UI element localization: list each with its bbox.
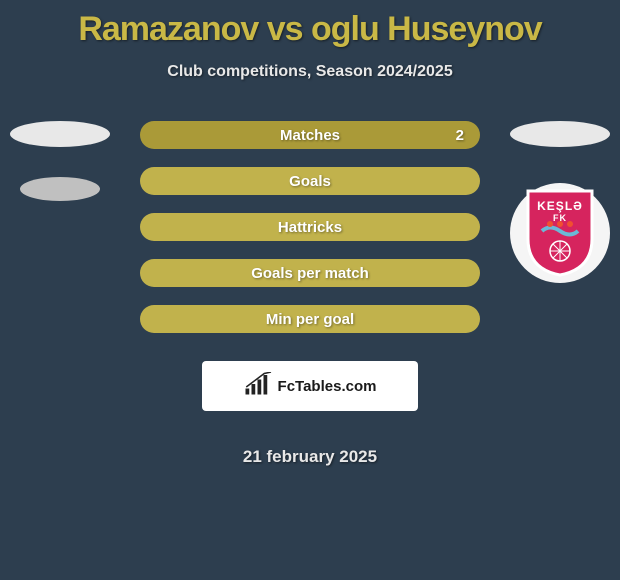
stat-value: 2 bbox=[456, 127, 464, 144]
stat-bar-matches: Matches 2 bbox=[140, 121, 480, 149]
page-title: Ramazanov vs oglu Huseynov bbox=[78, 10, 541, 49]
kesla-shield-icon: KEŞLƏ FK bbox=[522, 189, 598, 277]
season-subtitle: Club competitions, Season 2024/2025 bbox=[167, 63, 452, 81]
fctables-logo-icon bbox=[244, 372, 274, 401]
stat-label: Hattricks bbox=[278, 219, 342, 236]
stat-label: Goals bbox=[289, 173, 331, 190]
stat-bar-goals: Goals bbox=[140, 167, 480, 195]
right-player-avatar-placeholder bbox=[510, 121, 610, 147]
stat-label: Matches bbox=[280, 127, 340, 144]
right-club-badge: KEŞLƏ FK bbox=[510, 183, 610, 283]
stats-column: Matches 2 Goals Hattricks Goals per matc… bbox=[110, 121, 510, 467]
date-text: 21 february 2025 bbox=[243, 447, 377, 467]
stat-bar-goals-per-match: Goals per match bbox=[140, 259, 480, 287]
comparison-widget: Ramazanov vs oglu Huseynov Club competit… bbox=[0, 0, 620, 467]
right-player-col: KEŞLƏ FK bbox=[510, 121, 610, 283]
shield-label: KEŞLƏ FK bbox=[522, 199, 598, 223]
stat-bar-hattricks: Hattricks bbox=[140, 213, 480, 241]
stat-bar-min-per-goal: Min per goal bbox=[140, 305, 480, 333]
left-player-col bbox=[10, 121, 110, 231]
stat-label: Min per goal bbox=[266, 311, 354, 328]
main-row: Matches 2 Goals Hattricks Goals per matc… bbox=[0, 121, 620, 467]
brand-text: FcTables.com bbox=[278, 378, 377, 395]
stat-label: Goals per match bbox=[251, 265, 369, 282]
left-player-avatar-placeholder bbox=[10, 121, 110, 147]
brand-box[interactable]: FcTables.com bbox=[202, 361, 418, 411]
left-club-badge-placeholder bbox=[20, 177, 100, 201]
